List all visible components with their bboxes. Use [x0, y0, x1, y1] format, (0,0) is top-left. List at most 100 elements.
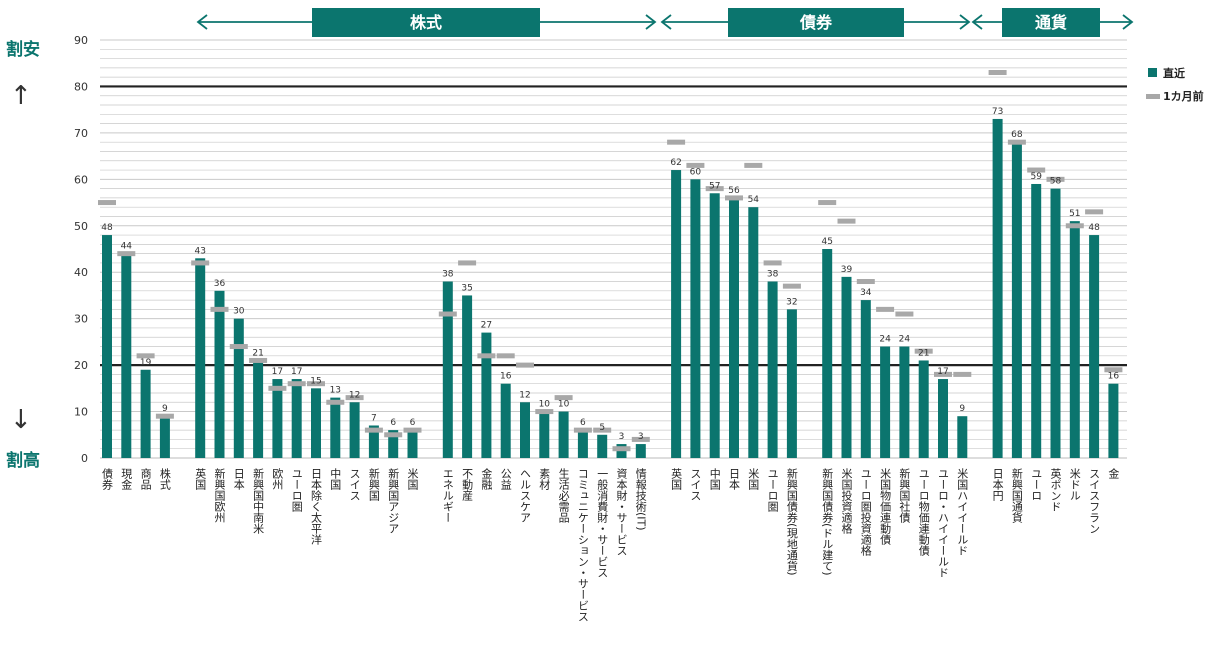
- bar: [272, 379, 283, 458]
- y-tick-label: 0: [81, 452, 88, 465]
- bar: [729, 197, 739, 458]
- value-label: 35: [461, 283, 472, 293]
- previous-marker: [136, 353, 155, 359]
- value-label: 39: [841, 265, 853, 275]
- bar: [992, 118, 1003, 458]
- category-label: 日本除く太平洋: [310, 468, 323, 545]
- y-tick-label: 80: [74, 80, 88, 93]
- category-label: ユーロ・ハイイールド: [937, 468, 950, 578]
- previous-marker: [895, 311, 914, 317]
- bonds-header-label: 債券: [799, 13, 833, 32]
- previous-marker: [535, 409, 554, 415]
- gridlines: [100, 39, 1127, 459]
- bar: [748, 207, 759, 458]
- bar: [938, 379, 948, 458]
- bar: [597, 434, 608, 458]
- previous-marker: [1046, 176, 1065, 182]
- cheap-label: 割安: [6, 39, 40, 60]
- previous-marker: [438, 311, 457, 317]
- bar: [822, 249, 833, 458]
- bar: [635, 444, 646, 458]
- previous-marker: [1104, 367, 1123, 373]
- category-label: 米ドル: [1068, 468, 1081, 501]
- bar: [253, 360, 264, 458]
- legend-current-swatch: [1148, 68, 1157, 77]
- previous-marker: [705, 186, 724, 192]
- previous-marker: [686, 162, 705, 168]
- previous-marker: [191, 260, 210, 266]
- previous-marker: [516, 362, 534, 368]
- legend-current-label: 直近: [1163, 66, 1185, 80]
- side-labels: 割安 ↑ ↓ 割高: [6, 39, 40, 471]
- category-label: ユーロ物価連動債: [917, 468, 930, 557]
- value-label: 17: [937, 367, 948, 377]
- category-label: 新興国債券(ドル建て): [821, 467, 834, 576]
- arrow-down-icon: ↓: [10, 405, 32, 435]
- previous-marker: [914, 348, 933, 354]
- category-label: ユーロ: [1030, 468, 1043, 501]
- previous-marker: [477, 353, 496, 359]
- category-header: 株式 債券 通貨: [196, 8, 1134, 37]
- category-label: 一般消費財・サービス: [596, 468, 609, 578]
- bar: [1089, 235, 1100, 458]
- bar: [214, 290, 225, 458]
- category-label: エネルギー: [441, 468, 454, 523]
- bar: [709, 193, 720, 458]
- category-label: 日本円: [991, 468, 1004, 502]
- category-label: 米国物価連動債: [879, 468, 892, 546]
- category-label: 新興国欧州: [213, 467, 226, 523]
- previous-marker: [249, 357, 268, 363]
- value-label: 43: [194, 246, 205, 256]
- y-tick-label: 20: [74, 359, 88, 372]
- bonds-band: [728, 8, 904, 37]
- previous-marker: [1007, 139, 1026, 145]
- value-label: 62: [670, 158, 681, 168]
- category-label: 新興国アジア: [387, 467, 400, 534]
- previous-marker: [496, 353, 515, 359]
- category-label: 日本: [728, 468, 741, 491]
- category-label: 素材: [538, 468, 551, 490]
- value-label: 34: [860, 288, 872, 298]
- bar: [558, 411, 569, 458]
- category-label: 米国ハイイールド: [956, 468, 969, 556]
- bar: [880, 346, 891, 458]
- bar: [957, 416, 968, 458]
- value-label: 6: [410, 418, 416, 428]
- currency-header-label: 通貨: [1035, 13, 1067, 32]
- bar: [690, 179, 701, 459]
- category-label: 新興国通貨: [1010, 467, 1023, 524]
- value-label: 19: [140, 358, 152, 368]
- bar: [349, 402, 360, 458]
- category-label: 金: [1107, 467, 1120, 479]
- category-label: 日本: [232, 468, 245, 491]
- bar: [767, 281, 778, 458]
- y-axis: 0 10 20 30 40 50 60 70 80 90: [74, 34, 88, 465]
- previous-marker: [98, 200, 116, 206]
- category-label: 中国: [329, 468, 342, 491]
- value-label: 17: [291, 367, 302, 377]
- category-label: 米国: [747, 468, 760, 491]
- value-label: 44: [121, 242, 133, 252]
- previous-marker: [307, 381, 325, 387]
- category-label: 情報技術(IT): [634, 468, 647, 531]
- previous-marker: [287, 381, 306, 387]
- previous-marker: [345, 395, 364, 401]
- bar: [140, 369, 151, 458]
- value-label: 21: [918, 348, 929, 358]
- previous-marker: [1065, 223, 1084, 229]
- previous-marker: [988, 70, 1007, 76]
- previous-marker: [364, 427, 383, 433]
- bar: [481, 332, 492, 458]
- currency-band: [1002, 8, 1100, 37]
- category-label: 株式: [158, 467, 171, 490]
- bar: [407, 430, 418, 458]
- bar: [442, 281, 453, 458]
- category-label: 不動産: [461, 468, 474, 502]
- value-label: 9: [959, 404, 965, 414]
- previous-marker: [837, 218, 856, 224]
- previous-marker: [268, 385, 287, 391]
- y-tick-label: 40: [74, 266, 88, 279]
- bonds-arrow-line: [660, 14, 971, 30]
- category-label: 金融: [480, 467, 493, 491]
